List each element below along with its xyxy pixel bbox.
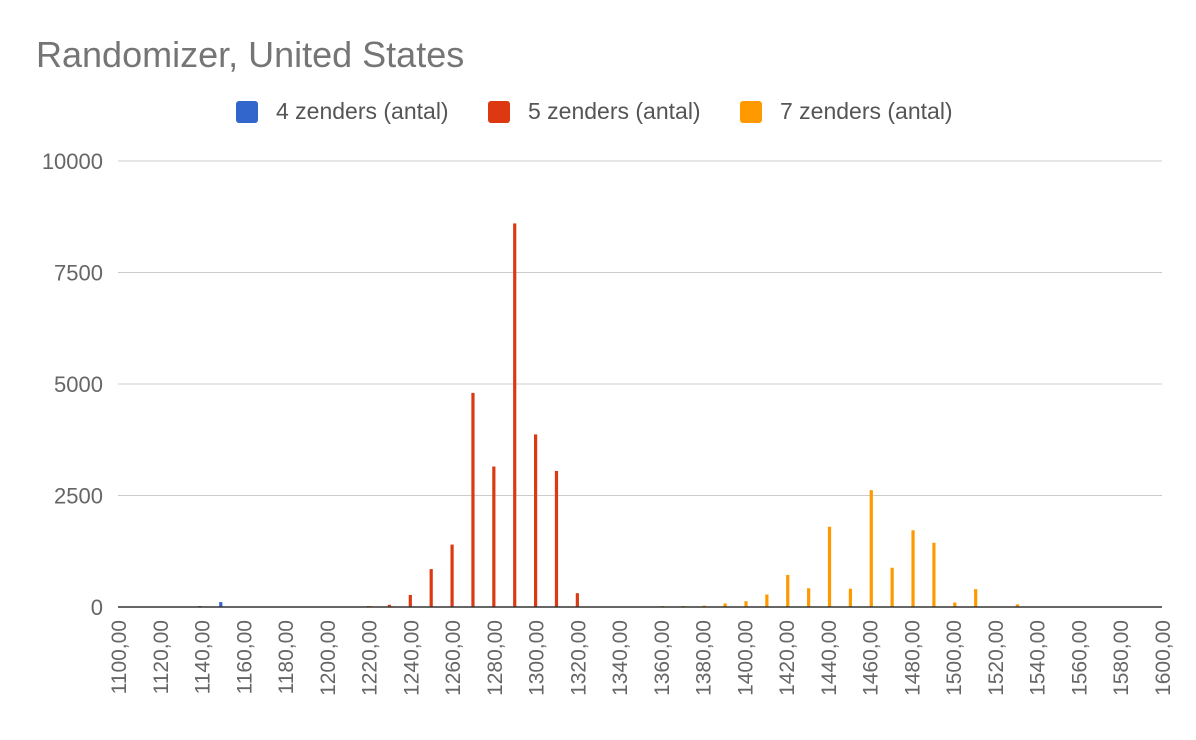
legend-item-series-1[interactable]: 4 zenders (antal) — [236, 98, 449, 125]
bar-series-2[interactable] — [575, 593, 579, 607]
bar-series-3[interactable] — [827, 526, 832, 607]
x-tick-label: 1220,00 — [359, 620, 382, 696]
bar-series-2[interactable] — [492, 466, 496, 607]
x-tick-label: 1580,00 — [1110, 620, 1133, 696]
x-tick-label: 1600,00 — [1152, 620, 1175, 696]
bars — [198, 223, 1020, 607]
bar-series-2[interactable] — [513, 223, 517, 607]
y-tick-label: 7500 — [54, 261, 103, 286]
x-tick-label: 1160,00 — [233, 620, 256, 694]
y-tick-label: 10000 — [42, 149, 103, 174]
x-tick-label: 1120,00 — [150, 620, 173, 694]
x-tick-label: 1360,00 — [651, 620, 674, 696]
x-tick-label: 1320,00 — [567, 620, 590, 696]
x-tick-label: 1420,00 — [776, 620, 799, 696]
bar-series-3[interactable] — [807, 588, 811, 607]
x-tick-label: 1180,00 — [275, 620, 298, 694]
x-tick-label: 1400,00 — [734, 620, 757, 696]
legend-item-series-3[interactable]: 7 zenders (antal) — [740, 98, 953, 125]
x-tick-label: 1460,00 — [860, 620, 883, 696]
bar-series-1[interactable] — [219, 602, 223, 607]
bar-series-3[interactable] — [869, 490, 873, 607]
x-tick-label: 1340,00 — [609, 620, 632, 696]
chart-title: Randomizer, United States — [36, 34, 465, 75]
bar-series-3[interactable] — [911, 530, 915, 607]
x-tick-label: 1100,00 — [108, 620, 131, 694]
legend-swatch-series-1 — [236, 100, 258, 123]
bar-series-3[interactable] — [932, 542, 936, 607]
x-tick-label: 1480,00 — [901, 620, 924, 696]
y-axis-ticks: 0 2500 5000 7500 10000 — [42, 149, 103, 620]
bar-series-3[interactable] — [953, 602, 957, 607]
x-axis-ticks: 1100,00 1120,00 1140,00 1160,00 1180,00 1200,… — [108, 620, 1175, 696]
x-tick-label: 1240,00 — [400, 620, 423, 696]
bar-series-3[interactable] — [974, 589, 978, 607]
x-tick-label: 1560,00 — [1068, 620, 1091, 696]
x-tick-label: 1280,00 — [484, 620, 507, 696]
y-tick-label: 0 — [91, 595, 103, 620]
y-tick-label: 2500 — [54, 484, 103, 509]
x-tick-label: 1300,00 — [526, 620, 549, 696]
x-tick-label: 1440,00 — [818, 620, 841, 696]
legend: 4 zenders (antal) 5 zenders (antal) 7 ze… — [0, 98, 1196, 128]
y-tick-label: 5000 — [54, 372, 103, 397]
bar-series-2[interactable] — [471, 392, 475, 607]
legend-label-series-3: 7 zenders (antal) — [780, 98, 953, 124]
bar-series-2[interactable] — [554, 470, 559, 607]
bar-series-3[interactable] — [1015, 604, 1020, 607]
x-tick-label: 1380,00 — [693, 620, 716, 696]
x-tick-label: 1540,00 — [1027, 620, 1050, 696]
bar-series-2[interactable] — [387, 604, 392, 607]
bar-series-2[interactable] — [534, 434, 538, 607]
x-tick-label: 1500,00 — [943, 620, 966, 696]
bar-series-2[interactable] — [408, 594, 412, 607]
x-tick-label: 1260,00 — [442, 620, 465, 696]
bar-series-3[interactable] — [786, 574, 790, 607]
legend-label-series-1: 4 zenders (antal) — [276, 98, 449, 124]
bar-series-3[interactable] — [848, 588, 852, 607]
bar-series-3[interactable] — [890, 567, 894, 607]
bar-series-3[interactable] — [744, 601, 748, 607]
bar-series-3[interactable] — [765, 594, 769, 607]
legend-item-series-2[interactable]: 5 zenders (antal) — [488, 98, 701, 125]
legend-label-series-2: 5 zenders (antal) — [528, 98, 701, 124]
bar-series-2[interactable] — [429, 569, 433, 607]
gridlines — [118, 160, 1162, 496]
x-tick-label: 1140,00 — [192, 620, 215, 694]
x-tick-label: 1200,00 — [317, 620, 340, 696]
x-tick-label: 1520,00 — [985, 620, 1008, 696]
legend-swatch-series-2 — [488, 100, 510, 123]
bar-series-2[interactable] — [450, 544, 454, 607]
legend-swatch-series-3 — [740, 100, 762, 123]
bar-series-3[interactable] — [723, 603, 727, 607]
